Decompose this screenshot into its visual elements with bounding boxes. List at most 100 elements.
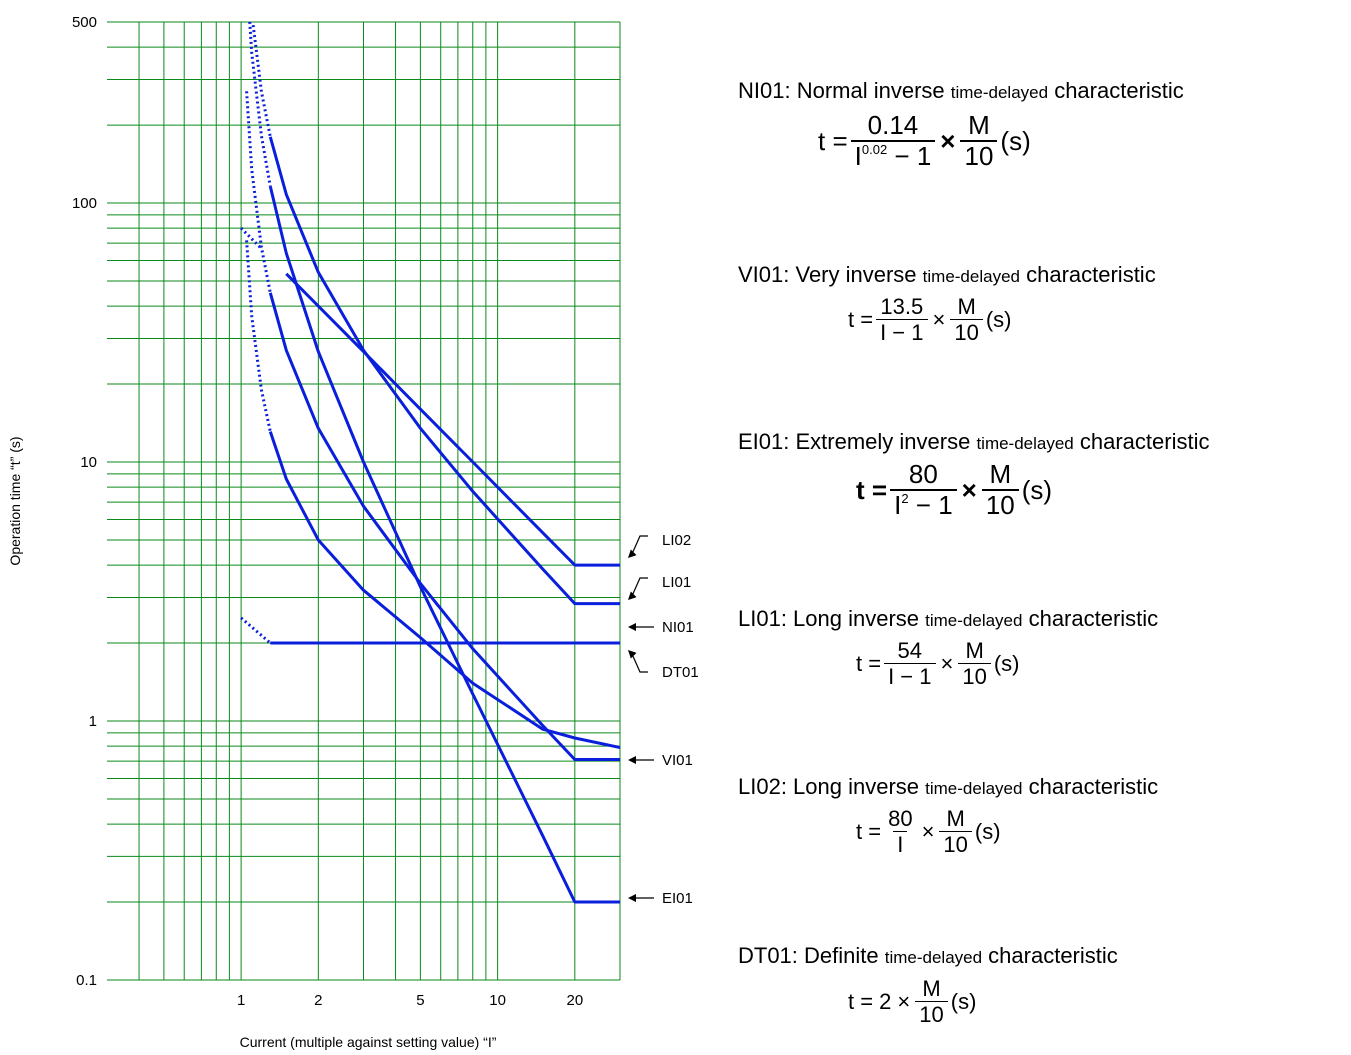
fraction: M 10 (950, 295, 983, 344)
denominator: 10 (915, 1001, 948, 1026)
denominator: 10 (958, 663, 991, 688)
times-sign: × (921, 818, 935, 844)
x-tick-label: 10 (489, 992, 506, 1009)
legend-entry-li01: LI01: Long inverse time-delayed characte… (738, 606, 1348, 688)
arrow-head-icon (628, 591, 637, 600)
numerator: M (989, 459, 1012, 490)
denominator: I − 1 (884, 663, 936, 688)
heading-text: NI01: Normal inverse (738, 78, 951, 103)
formula-lhs: t = 2 (848, 988, 892, 1014)
formula: t = 2 × M 10 (s) (848, 977, 976, 1026)
y-tick-label: 500 (72, 14, 97, 31)
base: I (854, 141, 862, 172)
heading-text: characteristic (1019, 262, 1156, 287)
times-sign: × (940, 125, 956, 156)
x-tick-label: 20 (566, 992, 583, 1009)
fraction: M 10 (960, 110, 998, 171)
denominator: 10 (950, 319, 983, 344)
times-sign: × (961, 474, 977, 505)
legend-entry-dt01: DT01: Definite time-delayed characterist… (738, 943, 1348, 1026)
heading-text: characteristic (1022, 606, 1159, 631)
formula-lhs: t = (856, 474, 888, 505)
numerator: 80 (888, 806, 913, 831)
heading-small-text: time-delayed (925, 611, 1023, 630)
numerator: 13.5 (880, 294, 924, 319)
unit: (s) (1000, 125, 1031, 156)
formula: t = 80 I × M 10 (s) (856, 807, 1001, 856)
formula: t = 0.14 I0.02 − 1 × M 10 (s) (818, 110, 1031, 172)
legend-entry-vi01: VI01: Very inverse time-delayed characte… (738, 262, 1348, 344)
legend-heading: LI02: Long inverse time-delayed characte… (738, 774, 1348, 802)
heading-small-text: time-delayed (950, 83, 1049, 102)
denominator: 10 (981, 489, 1019, 519)
numerator: M (946, 806, 965, 831)
denominator: I2 − 1 (890, 489, 957, 519)
heading-text: characteristic (1073, 429, 1210, 454)
legend-heading: DT01: Definite time-delayed characterist… (738, 943, 1348, 971)
unit: (s) (1021, 474, 1053, 505)
annotation-arrow (631, 535, 648, 555)
legend-heading: VI01: Very inverse time-delayed characte… (738, 262, 1348, 290)
formula: t = 13.5 I − 1 × M 10 (s) (848, 295, 1012, 344)
curve-label-dt01: DT01 (662, 664, 699, 681)
unit: (s) (950, 988, 977, 1014)
legend-entry-ei01: EI01: Extremely inverse time-delayed cha… (738, 429, 1348, 519)
curve-li01 (268, 136, 620, 606)
curve-label-li02: LI02 (662, 532, 691, 549)
heading-text: EI01: Extremely inverse (738, 429, 977, 454)
x-tick-label: 2 (314, 992, 322, 1009)
numerator: M (965, 638, 984, 663)
fraction: M 10 (981, 459, 1019, 520)
fraction: 13.5 I − 1 (876, 294, 928, 344)
curve-label-ei01: EI01 (662, 890, 693, 907)
unit: (s) (985, 306, 1012, 332)
arrow-head-icon (628, 650, 637, 659)
arrow-head-icon (628, 549, 637, 558)
arrow-head-icon (628, 894, 636, 902)
legend-entry-ni01: NI01: Normal inverse time-delayed charac… (738, 78, 1348, 170)
characteristic-chart: 1 2 5 10 20 0.1 1 10 100 500 Current (multiple aga… (7, 14, 699, 1050)
formula-lhs: t = (818, 125, 848, 156)
legend-heading: NI01: Normal inverse time-delayed charac… (738, 78, 1348, 106)
x-tick-label: 5 (416, 992, 424, 1009)
numerator: M (968, 110, 990, 141)
heading-text: characteristic (1022, 774, 1159, 799)
y-tick-label: 100 (72, 195, 97, 212)
denominator: 10 (960, 140, 998, 170)
fraction: 54 I − 1 (884, 639, 936, 688)
curve-li02 (285, 272, 620, 567)
formula-lhs: t = (856, 818, 882, 844)
annotation-arrow (631, 577, 648, 597)
arrow-head-icon (628, 756, 636, 764)
unit: (s) (993, 650, 1020, 676)
annotation-arrow (631, 653, 648, 673)
times-sign: × (940, 650, 954, 676)
formula-lhs: t = (856, 650, 882, 676)
curve-ni01-dotted (245, 240, 272, 432)
formula-lhs: t = (848, 306, 874, 332)
exponent: 2 (901, 491, 909, 507)
numerator: 0.14 (867, 110, 919, 140)
denominator: I − 1 (876, 319, 928, 344)
denominator: I (893, 831, 908, 856)
heading-text: characteristic (1048, 78, 1184, 103)
times-sign: × (897, 988, 911, 1014)
x-axis-title: Current (multiple against setting value)… (240, 1034, 497, 1050)
denominator: I0.02 − 1 (850, 140, 936, 172)
heading-text: LI02: Long inverse (738, 774, 926, 799)
y-tick-label: 1 (89, 713, 97, 730)
curve-ni01 (268, 431, 620, 749)
y-tick-label: 0.1 (76, 972, 97, 989)
heading-text: characteristic (982, 943, 1118, 968)
formula: t = 80 I2 − 1 × M 10 (s) (856, 459, 1053, 520)
arrow-head-icon (628, 623, 636, 631)
formula: t = 54 I − 1 × M 10 (s) (856, 639, 1020, 688)
heading-text: LI01: Long inverse (738, 606, 926, 631)
heading-text: DT01: Definite (738, 943, 885, 968)
unit: (s) (974, 818, 1001, 844)
curve-ei01-dotted (248, 22, 272, 187)
base: I (894, 490, 902, 521)
legend-heading: EI01: Extremely inverse time-delayed cha… (738, 429, 1348, 457)
legend-heading: LI01: Long inverse time-delayed characte… (738, 606, 1348, 634)
heading-small-text: time-delayed (925, 779, 1023, 798)
